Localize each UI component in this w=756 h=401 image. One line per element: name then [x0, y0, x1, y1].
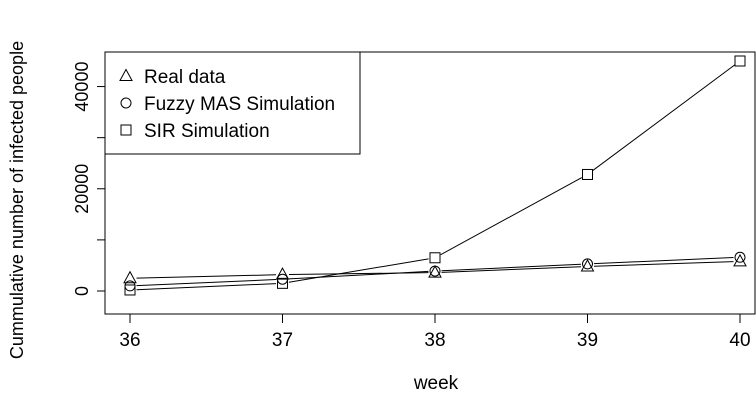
y-tick-label: 0 — [72, 286, 92, 296]
series-line-segment — [288, 270, 429, 280]
x-tick-label: 37 — [272, 330, 293, 351]
triangle-marker — [428, 265, 442, 278]
x-axis-title: week — [413, 373, 459, 394]
triangle-marker — [119, 68, 133, 81]
circle-marker — [429, 265, 441, 277]
series-triangle — [123, 253, 747, 284]
legend-label: Fuzzy MAS Simulation — [144, 94, 335, 115]
square-marker — [429, 252, 441, 264]
x-tick-label: 38 — [424, 330, 445, 351]
x-tick-label: 40 — [729, 330, 750, 351]
series-line-segment — [136, 283, 277, 291]
series-line-segment — [136, 279, 277, 287]
series-line-segment — [440, 177, 583, 256]
triangle-marker — [580, 258, 595, 272]
series-line-segment — [593, 261, 734, 267]
series-line-segment — [136, 274, 277, 279]
legend-item: Real data — [119, 67, 226, 88]
triangle-marker — [275, 267, 290, 280]
series-circle — [124, 251, 746, 292]
y-tick-label: 40000 — [72, 62, 92, 112]
square-marker — [734, 55, 746, 67]
legend-item: Fuzzy MAS Simulation — [120, 94, 335, 115]
square-marker — [120, 124, 132, 136]
square-marker — [277, 277, 288, 289]
legend: Real data Fuzzy MAS Simulation SIR Simulat… — [104, 51, 361, 155]
circle-marker — [120, 97, 132, 109]
x-tick-label: 36 — [119, 330, 140, 351]
circle-marker — [582, 258, 593, 270]
legend-item: SIR Simulation — [120, 121, 270, 142]
legend-label: SIR Simulation — [144, 121, 270, 142]
y-axis-title: Cummulative number of infected people — [7, 41, 27, 359]
series-line-segment — [288, 258, 429, 283]
square-marker — [124, 284, 136, 296]
circle-marker — [734, 251, 746, 263]
y-axis: 0 20000 40000 — [72, 62, 106, 296]
x-axis: 36 37 38 39 40 — [119, 313, 751, 351]
series-line-segment — [441, 266, 582, 273]
series-line-segment — [441, 263, 582, 272]
triangle-marker — [733, 253, 747, 267]
series-layer — [123, 55, 747, 296]
legend-label: Real data — [144, 67, 226, 88]
triangle-marker — [123, 270, 137, 284]
series-line-segment — [592, 64, 736, 171]
series-line-segment — [593, 257, 734, 265]
series-square — [124, 55, 746, 296]
square-marker — [582, 168, 593, 180]
y-tick-label: 20000 — [72, 164, 92, 214]
legend-box — [104, 51, 361, 155]
x-tick-label: 39 — [577, 330, 598, 351]
